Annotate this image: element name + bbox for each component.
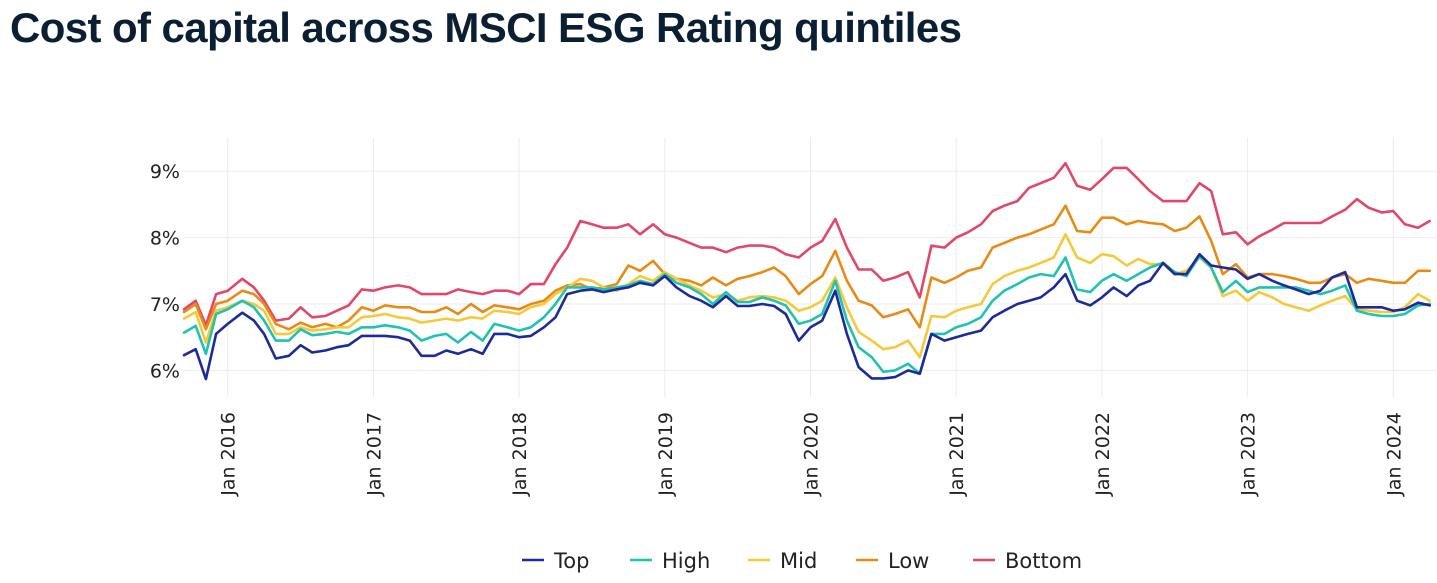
chart-title: Cost of capital across MSCI ESG Rating q…	[10, 4, 962, 51]
y-tick-label: 7%	[150, 294, 180, 316]
y-axis: 6% 7% 8% 9%	[150, 161, 180, 382]
y-tick-label: 8%	[150, 228, 180, 250]
x-tick-label: Jan 2017	[363, 412, 385, 497]
series-line-bottom	[182, 161, 1431, 327]
y-tick-label: 9%	[150, 161, 180, 183]
legend-label-top: Top	[553, 549, 589, 573]
legend-label-low: Low	[888, 549, 929, 573]
series-lines	[182, 161, 1431, 381]
x-tick-label: Jan 2024	[1383, 412, 1405, 497]
series-line-low	[182, 204, 1431, 331]
legend-label-bottom: Bottom	[1005, 549, 1082, 573]
series-line-top	[182, 252, 1431, 381]
x-tick-label: Jan 2021	[946, 412, 968, 497]
x-tick-label: Jan 2016	[218, 412, 240, 497]
gridlines	[184, 138, 1437, 397]
legend-label-mid: Mid	[780, 549, 817, 573]
x-tick-label: Jan 2023	[1238, 412, 1260, 497]
x-tick-label: Jan 2022	[1092, 412, 1114, 497]
x-tick-label: Jan 2020	[801, 412, 823, 497]
x-tick-label: Jan 2018	[509, 412, 531, 497]
x-tick-label: Jan 2019	[655, 412, 677, 497]
series-line-high	[182, 254, 1431, 376]
y-tick-label: 6%	[150, 360, 180, 382]
series-line-mid	[182, 233, 1431, 359]
legend-label-high: High	[662, 549, 710, 573]
legend: Top High Mid Low Bottom	[522, 549, 1082, 573]
x-axis: Jan 2016 Jan 2017 Jan 2018 Jan 2019 Jan 2020…	[218, 412, 1406, 497]
